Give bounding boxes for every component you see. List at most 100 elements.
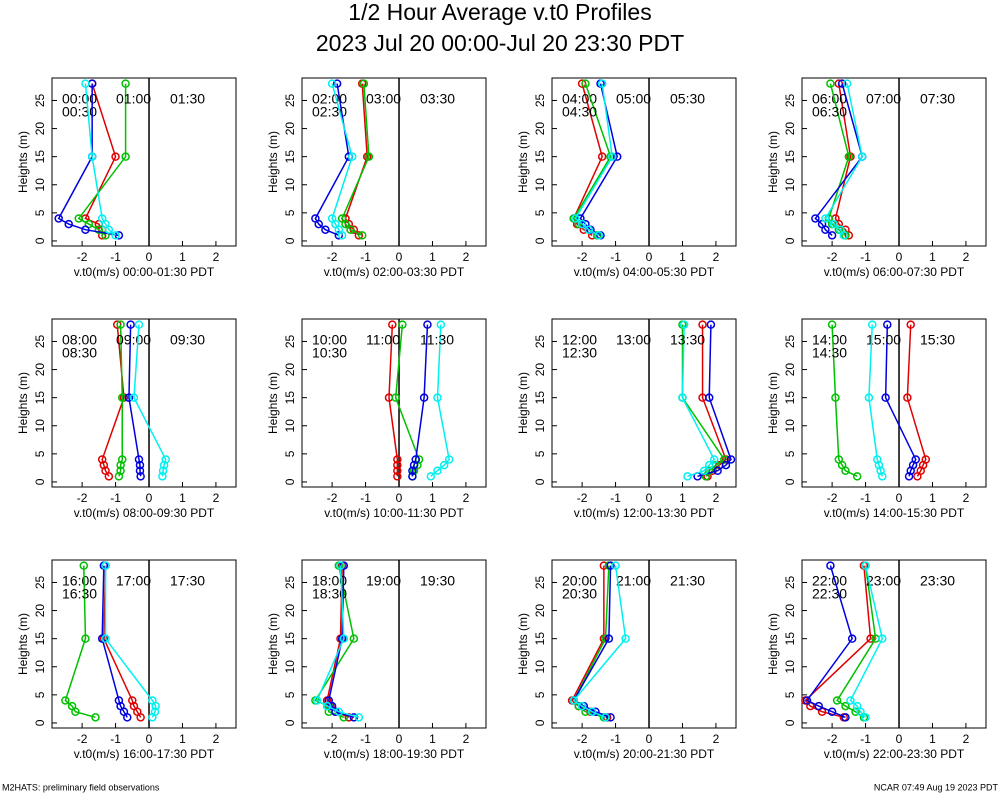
x-tick-label: 1	[679, 732, 686, 746]
profile-point	[336, 561, 345, 570]
y-tick-label: 20	[33, 122, 47, 136]
y-tick-label: 20	[783, 604, 797, 618]
x-tick-label: 2	[213, 250, 220, 264]
profile-point	[332, 79, 342, 88]
footer-right: NCAR 07:49 Aug 19 2023 PDT	[874, 782, 999, 792]
y-tick-label: 10	[33, 178, 47, 192]
profile-point	[706, 320, 716, 329]
legend-label: 01:00	[116, 91, 151, 107]
y-tick-label: 0	[533, 237, 547, 244]
profile-point	[134, 320, 144, 329]
y-tick-label: 10	[783, 178, 797, 192]
profile-point	[802, 696, 812, 705]
profile-point	[847, 634, 857, 643]
profile-point	[842, 79, 852, 88]
profile-point	[821, 214, 830, 223]
x-tick-label: -1	[110, 732, 121, 746]
profile-point	[136, 472, 145, 481]
y-tick-label: 25	[33, 334, 47, 348]
x-tick-label: 1	[179, 250, 186, 264]
y-tick-label: 5	[283, 209, 297, 216]
profile-point	[883, 320, 892, 329]
profile-point	[866, 634, 875, 643]
legend-label: 15:30	[920, 332, 955, 348]
profile-point	[129, 393, 139, 402]
profile-point	[861, 713, 870, 722]
y-tick-label: 10	[783, 660, 797, 674]
profile-point	[334, 707, 344, 716]
x-tick-label: 1	[929, 491, 936, 505]
profile-point	[864, 393, 874, 402]
y-axis-label: Heights (m)	[16, 613, 30, 675]
plot-frame	[301, 77, 487, 247]
x-tick-label: 0	[146, 732, 153, 746]
profile-point	[607, 152, 617, 161]
y-tick-label: 10	[283, 178, 297, 192]
profile-point	[321, 225, 330, 234]
profile-point	[67, 701, 77, 711]
profile-point	[836, 225, 845, 234]
profile-point	[571, 214, 580, 223]
profile-point	[339, 561, 349, 570]
x-tick-label: -1	[860, 491, 871, 505]
profile-point	[126, 320, 135, 329]
profile-point	[411, 455, 420, 464]
legend-label: 22:30	[812, 586, 847, 602]
y-tick-label: 5	[533, 450, 547, 457]
profile-point	[436, 320, 446, 329]
x-tick-label: 0	[646, 732, 653, 746]
profile-point	[128, 696, 137, 705]
y-tick-label: 10	[283, 419, 297, 433]
x-tick-label: 1	[429, 250, 436, 264]
legend-label: 19:30	[420, 573, 455, 589]
profile-point	[577, 701, 587, 711]
profile-point	[347, 152, 357, 161]
y-tick-label: 0	[33, 237, 47, 244]
profile-point	[844, 152, 854, 161]
x-axis-label: v.t0(m/s) 10:00-11:30 PDT	[324, 506, 464, 520]
y-tick-label: 25	[283, 575, 297, 589]
legend-label: 10:00	[312, 332, 347, 348]
profile-point	[868, 320, 877, 329]
x-tick-label: -1	[360, 250, 371, 264]
y-axis-label: Heights (m)	[266, 131, 280, 193]
profile-point	[94, 225, 104, 234]
y-tick-label: 15	[33, 391, 47, 405]
profile-point	[726, 455, 736, 464]
y-tick-label: 5	[783, 691, 797, 698]
x-tick-label: 1	[429, 491, 436, 505]
profile-point	[393, 455, 402, 464]
profile-point	[811, 214, 820, 223]
y-tick-label: 25	[283, 334, 297, 348]
legend-label: 05:00	[616, 91, 651, 107]
figure-subtitle: 2023 Jul 20 00:00-Jul 20 23:30 PDT	[316, 30, 684, 56]
profile-point	[101, 634, 110, 643]
y-tick-label: 15	[533, 632, 547, 646]
profile-point	[61, 696, 70, 705]
y-tick-label: 10	[533, 660, 547, 674]
x-tick-label: 0	[646, 491, 653, 505]
legend-label: 07:00	[866, 91, 901, 107]
profile-point	[135, 460, 145, 470]
legend-label: 01:30	[170, 91, 205, 107]
y-tick-label: 20	[283, 122, 297, 136]
x-tick-label: 1	[179, 491, 186, 505]
profile-line	[57, 83, 120, 237]
profile-point	[594, 231, 604, 240]
y-tick-label: 5	[533, 209, 547, 216]
x-axis-label: v.t0(m/s) 02:00-03:30 PDT	[324, 265, 465, 279]
profile-point	[124, 393, 134, 402]
x-tick-label: -1	[610, 250, 621, 264]
profile-point	[841, 701, 850, 711]
figure-title: 1/2 Hour Average v.t0 Profiles	[348, 0, 651, 25]
profile-point	[357, 231, 367, 240]
y-tick-label: 25	[33, 575, 47, 589]
y-tick-label: 15	[33, 150, 47, 164]
profile-point	[364, 152, 374, 161]
x-tick-label: 2	[463, 491, 470, 505]
y-tick-label: 20	[283, 604, 297, 618]
profile-point	[569, 696, 578, 705]
profile-point	[683, 472, 692, 481]
profile-point	[584, 225, 594, 234]
y-tick-label: 0	[283, 478, 297, 485]
